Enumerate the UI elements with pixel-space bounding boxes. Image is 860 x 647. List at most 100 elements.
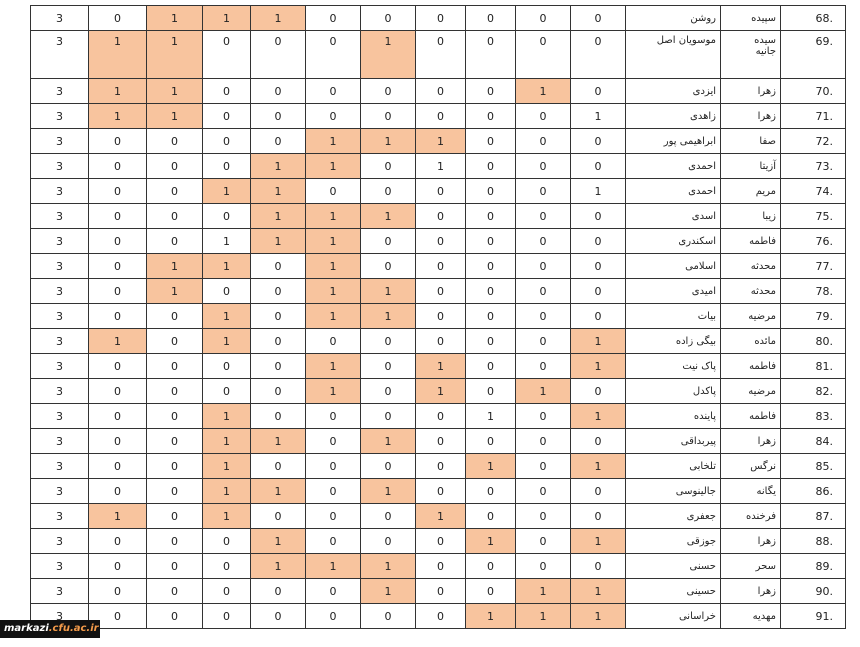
score-cell: 0 bbox=[415, 103, 466, 129]
first-name: زهرا bbox=[720, 78, 781, 104]
last-name: حسینی bbox=[625, 578, 721, 604]
score-cell: 0 bbox=[465, 578, 516, 604]
score-cell: 1 bbox=[202, 478, 251, 504]
score-cell: 0 bbox=[570, 128, 626, 154]
score-cell: 0 bbox=[360, 103, 416, 129]
score-cell: 3 bbox=[30, 253, 89, 279]
score-cell: 0 bbox=[465, 228, 516, 254]
row-number: 88. bbox=[780, 528, 846, 554]
score-cell: 3 bbox=[30, 5, 89, 31]
score-cell: 0 bbox=[360, 78, 416, 104]
score-cell: 0 bbox=[415, 328, 466, 354]
row-number: 76. bbox=[780, 228, 846, 254]
score-cell: 3 bbox=[30, 578, 89, 604]
score-cell: 1 bbox=[146, 278, 203, 304]
score-cell: 0 bbox=[202, 603, 251, 629]
table-row: 3 1 1 0 0 0 0 0 0 0 1 زاهدی زهرا 71. bbox=[30, 103, 846, 129]
score-cell: 0 bbox=[515, 30, 571, 79]
first-name: زهرا bbox=[720, 103, 781, 129]
score-cell: 0 bbox=[202, 553, 251, 579]
first-name: فاطمه bbox=[720, 353, 781, 379]
score-cell: 0 bbox=[250, 578, 306, 604]
score-cell: 0 bbox=[305, 328, 361, 354]
table-row: 3 0 0 1 0 0 0 0 1 0 1 پاینده فاطمه 83. bbox=[30, 403, 846, 429]
score-cell: 0 bbox=[465, 328, 516, 354]
score-cell: 1 bbox=[360, 553, 416, 579]
score-cell: 1 bbox=[202, 178, 251, 204]
score-cell: 3 bbox=[30, 503, 89, 529]
score-cell: 0 bbox=[360, 178, 416, 204]
score-cell: 0 bbox=[360, 503, 416, 529]
score-cell: 0 bbox=[202, 353, 251, 379]
score-cell: 1 bbox=[202, 253, 251, 279]
score-cell: 0 bbox=[202, 103, 251, 129]
score-cell: 0 bbox=[415, 403, 466, 429]
score-cell: 1 bbox=[360, 30, 416, 79]
score-cell: 0 bbox=[305, 603, 361, 629]
score-cell: 0 bbox=[146, 553, 203, 579]
score-cell: 3 bbox=[30, 153, 89, 179]
score-cell: 1 bbox=[465, 603, 516, 629]
score-cell: 0 bbox=[465, 78, 516, 104]
first-name: فاطمه bbox=[720, 403, 781, 429]
last-name: احمدی bbox=[625, 178, 721, 204]
score-cell: 0 bbox=[415, 178, 466, 204]
score-cell: 0 bbox=[465, 178, 516, 204]
score-cell: 0 bbox=[146, 128, 203, 154]
score-cell: 0 bbox=[415, 578, 466, 604]
table-row: 3 0 1 1 0 1 0 0 0 0 0 اسلامی محدثه 77. bbox=[30, 253, 846, 279]
table-row: 3 0 1 0 0 1 1 0 0 0 0 امیدی محدثه 78. bbox=[30, 278, 846, 304]
table-row: 3 0 0 0 1 0 0 0 1 0 1 جوزقی زهرا 88. bbox=[30, 528, 846, 554]
last-name: زاهدی bbox=[625, 103, 721, 129]
row-number: 79. bbox=[780, 303, 846, 329]
score-cell: 0 bbox=[570, 30, 626, 79]
score-cell: 0 bbox=[360, 528, 416, 554]
score-cell: 0 bbox=[250, 453, 306, 479]
score-cell: 0 bbox=[360, 353, 416, 379]
score-cell: 1 bbox=[305, 353, 361, 379]
row-number: 85. bbox=[780, 453, 846, 479]
score-cell: 3 bbox=[30, 553, 89, 579]
score-cell: 1 bbox=[305, 128, 361, 154]
score-cell: 1 bbox=[570, 453, 626, 479]
score-cell: 0 bbox=[202, 128, 251, 154]
score-cell: 3 bbox=[30, 403, 89, 429]
score-cell: 1 bbox=[88, 328, 147, 354]
score-cell: 1 bbox=[570, 103, 626, 129]
score-cell: 0 bbox=[250, 403, 306, 429]
score-cell: 0 bbox=[415, 603, 466, 629]
row-number: 72. bbox=[780, 128, 846, 154]
score-cell: 0 bbox=[515, 553, 571, 579]
score-cell: 3 bbox=[30, 203, 89, 229]
score-cell: 0 bbox=[465, 428, 516, 454]
last-name: اسلامی bbox=[625, 253, 721, 279]
score-cell: 1 bbox=[465, 453, 516, 479]
row-number: 68. bbox=[780, 5, 846, 31]
score-cell: 1 bbox=[88, 103, 147, 129]
score-cell: 0 bbox=[570, 478, 626, 504]
score-cell: 1 bbox=[570, 578, 626, 604]
score-cell: 0 bbox=[146, 603, 203, 629]
score-cell: 3 bbox=[30, 428, 89, 454]
score-cell: 3 bbox=[30, 228, 89, 254]
score-cell: 0 bbox=[202, 30, 251, 79]
first-name: سپیده bbox=[720, 5, 781, 31]
score-cell: 1 bbox=[515, 78, 571, 104]
score-cell: 0 bbox=[415, 5, 466, 31]
score-cell: 0 bbox=[146, 153, 203, 179]
score-cell: 0 bbox=[360, 378, 416, 404]
score-cell: 1 bbox=[570, 403, 626, 429]
last-name: خراسانی bbox=[625, 603, 721, 629]
score-cell: 1 bbox=[465, 403, 516, 429]
table-row: 3 1 0 1 0 0 0 0 0 0 1 بیگی زاده مائده 80. bbox=[30, 328, 846, 354]
score-cell: 0 bbox=[465, 253, 516, 279]
score-cell: 0 bbox=[88, 128, 147, 154]
score-cell: 0 bbox=[202, 278, 251, 304]
score-cell: 1 bbox=[202, 453, 251, 479]
score-cell: 1 bbox=[360, 478, 416, 504]
score-cell: 0 bbox=[515, 328, 571, 354]
score-cell: 0 bbox=[515, 303, 571, 329]
last-name: تلخابی bbox=[625, 453, 721, 479]
last-name: موسویان اصل bbox=[625, 30, 721, 79]
score-cell: 0 bbox=[88, 228, 147, 254]
